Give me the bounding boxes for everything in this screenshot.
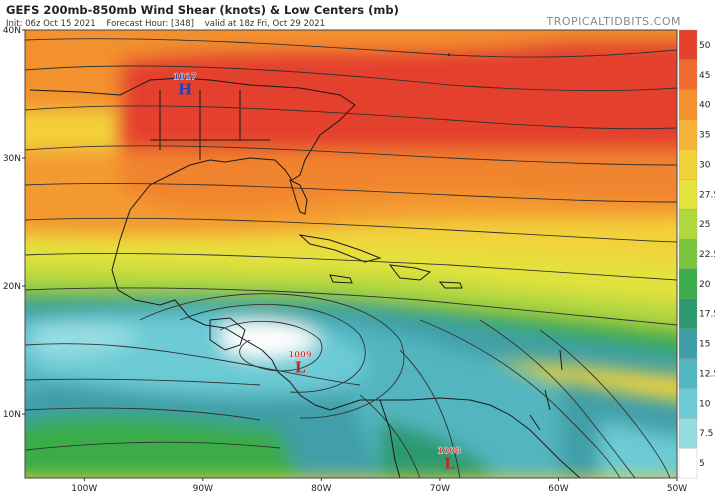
lon-tick-label: 90W bbox=[193, 484, 213, 493]
lon-tick-label: 80W bbox=[311, 484, 331, 493]
colorbar-swatch bbox=[678, 149, 698, 180]
lon-tick-label: 100W bbox=[71, 484, 97, 493]
colorbar-swatch bbox=[678, 59, 698, 90]
colorbar-swatch bbox=[678, 358, 698, 389]
lat-tick-label: 40N bbox=[3, 26, 21, 36]
colorbar-swatch bbox=[678, 298, 698, 329]
colorbar-label: 5 bbox=[699, 459, 705, 469]
lat-tick-label: 10N bbox=[3, 410, 21, 420]
colorbar-swatch bbox=[678, 29, 698, 61]
colorbar-swatch bbox=[678, 89, 698, 120]
lon-tick-label: 60W bbox=[548, 484, 568, 493]
low-pressure-symbol: L bbox=[444, 454, 455, 472]
colorbar-label: 10 bbox=[699, 399, 711, 409]
latitude-axis: 40N 30N 20N 10N bbox=[3, 26, 25, 420]
colorbar-swatch bbox=[678, 388, 698, 419]
colorbar-label: 17.5 bbox=[699, 310, 715, 320]
colorbar-swatch bbox=[678, 328, 698, 359]
shear-field bbox=[25, 30, 677, 478]
colorbar-label: 27.5 bbox=[699, 190, 715, 200]
longitude-axis: 100W 90W 80W 70W 60W 50W bbox=[71, 478, 687, 493]
valid-time: valid at 18z Fri, Oct 29 2021 bbox=[204, 19, 326, 29]
colorbar-label: 45 bbox=[699, 71, 710, 81]
map-frame bbox=[24, 29, 678, 479]
colorbar-swatch bbox=[678, 447, 698, 479]
lon-tick-label: 70W bbox=[430, 484, 450, 493]
high-pressure-symbol: H bbox=[178, 81, 192, 99]
pressure-center-value: 1008 bbox=[438, 446, 462, 456]
lon-tick-label: 50W bbox=[667, 484, 687, 493]
colorbar-label: 40 bbox=[699, 101, 711, 111]
colorbar-swatch bbox=[678, 179, 698, 210]
colorbar-swatch bbox=[678, 418, 698, 449]
brand-watermark: TROPICALTIDBITS.COM bbox=[546, 15, 681, 28]
colorbar-label: 7.5 bbox=[699, 429, 713, 439]
lat-tick-label: 20N bbox=[3, 282, 21, 292]
colorbar-label: 35 bbox=[699, 131, 710, 141]
colorbar-label: 25 bbox=[699, 220, 710, 230]
colorbar: 50 45 40 35 30 27.5 25 22.5 20 17.5 15 12.5 10 7.5 5 bbox=[678, 29, 715, 479]
colorbar-label: 20 bbox=[699, 280, 711, 290]
colorbar-swatch bbox=[678, 119, 698, 150]
colorbar-swatch bbox=[678, 238, 698, 270]
colorbar-label: 22.5 bbox=[699, 250, 715, 260]
forecast-hour: Forecast Hour: [348] bbox=[106, 19, 194, 29]
low-pressure-symbol: L bbox=[295, 358, 306, 376]
colorbar-label: 15 bbox=[699, 340, 710, 350]
coastlines bbox=[29, 77, 581, 478]
chart-title: GEFS 200mb-850mb Wind Shear (knots) & Lo… bbox=[6, 3, 399, 17]
colorbar-swatch bbox=[678, 209, 698, 240]
forecast-info: Init: 06z Oct 15 2021 Forecast Hour: [34… bbox=[6, 19, 325, 29]
colorbar-label: 50 bbox=[699, 41, 711, 51]
colorbar-label: 30 bbox=[699, 160, 711, 170]
init-time: Init: 06z Oct 15 2021 bbox=[6, 19, 96, 29]
pressure-center-value: 1009 bbox=[288, 350, 312, 360]
pressure-center-value: 1017 bbox=[173, 73, 197, 83]
colorbar-label: 12.5 bbox=[699, 369, 715, 379]
streamlines bbox=[25, 38, 677, 478]
colorbar-swatch bbox=[678, 268, 698, 299]
lat-tick-label: 30N bbox=[3, 154, 21, 164]
